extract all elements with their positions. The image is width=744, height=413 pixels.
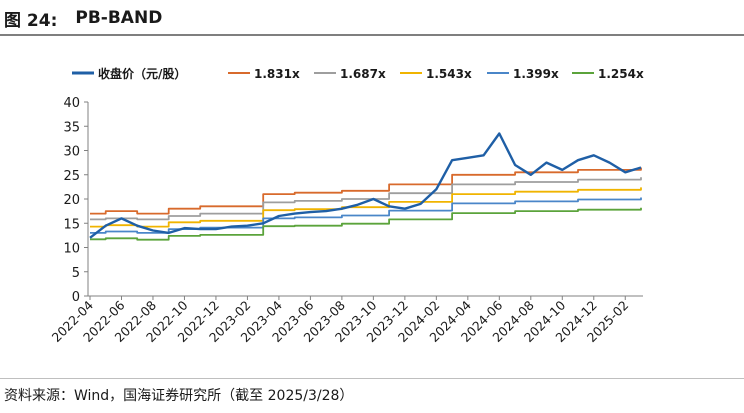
figure-header: 图 24: PB-BAND — [4, 4, 162, 32]
y-tick-label: 0 — [72, 290, 80, 305]
y-tick-label: 35 — [63, 120, 80, 135]
y-tick-label: 5 — [72, 266, 80, 281]
legend: 收盘价（元/股） 1.831x 1.687x 1.543x 1.399x 1.254x — [72, 66, 644, 81]
source-divider — [0, 378, 744, 379]
legend-label: 1.687x — [340, 67, 386, 81]
y-tick-label: 15 — [63, 217, 80, 232]
series-line-close-price — [89, 132, 642, 239]
y-axis: 0 5 10 15 20 25 30 35 40 — [63, 96, 89, 305]
y-tick-label: 10 — [63, 242, 80, 257]
series-line-band — [90, 187, 642, 228]
legend-label: 1.399x — [513, 67, 559, 81]
y-tick-label: 30 — [63, 145, 80, 160]
legend-label: 1.831x — [254, 67, 300, 81]
series-line-band — [90, 167, 642, 215]
legend-label: 1.254x — [598, 67, 644, 81]
legend-label: 收盘价（元/股） — [98, 66, 186, 81]
series-line-band — [90, 207, 642, 241]
figure-title: PB-BAND — [75, 8, 163, 28]
y-tick-label: 20 — [63, 193, 80, 208]
series-line-band — [90, 177, 642, 221]
title-divider — [0, 34, 744, 36]
y-tick-label: 40 — [63, 96, 80, 111]
plot-area — [89, 132, 642, 241]
figure-label: 图 24: — [4, 10, 58, 31]
source-note: 资料来源：Wind，国海证券研究所（截至 2025/3/28） — [4, 388, 354, 404]
legend-label: 1.543x — [426, 67, 472, 81]
x-axis: 2022-042022-062022-082022-102022-122023-… — [49, 295, 643, 345]
pb-band-chart: 收盘价（元/股） 1.831x 1.687x 1.543x 1.399x 1.254x 0… — [49, 66, 644, 345]
series-line-band — [90, 197, 642, 234]
y-tick-label: 25 — [63, 169, 80, 184]
chart-area: 收盘价（元/股） 1.831x 1.687x 1.543x 1.399x 1.254x 0… — [0, 40, 744, 375]
